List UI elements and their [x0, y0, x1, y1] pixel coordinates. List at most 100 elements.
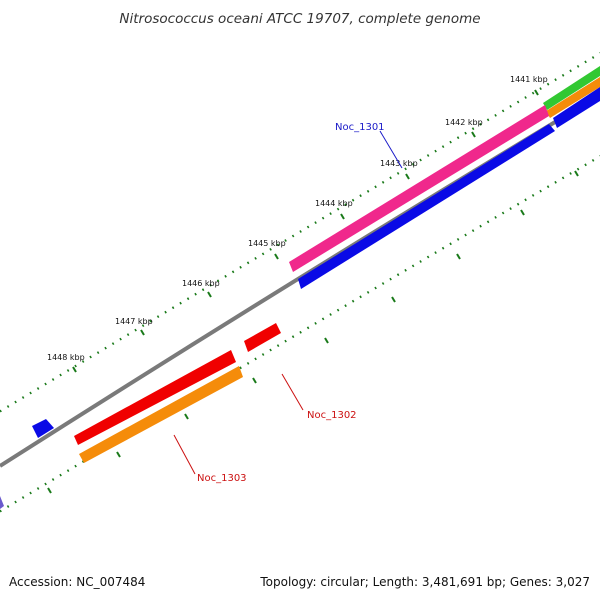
inner-dot-51 [381, 282, 385, 285]
outer-dot-1 [6, 405, 10, 408]
outer-dot-39 [291, 234, 295, 238]
inner-dot-50 [374, 286, 377, 290]
outer-dot-21 [156, 315, 160, 319]
inner-tick-7 [184, 413, 189, 420]
gene-red-long[interactable] [74, 350, 236, 445]
inner-dot-6 [44, 482, 47, 486]
inner-dot-61 [456, 237, 460, 241]
gene-label-noc-1302: Noc_1302 [307, 410, 357, 421]
outer-dot-47 [351, 198, 355, 202]
outer-dot-33 [246, 261, 250, 265]
gene-noc-1301-blue[interactable] [298, 124, 555, 289]
inner-dot-48 [359, 295, 362, 299]
outer-dot-10 [74, 364, 77, 368]
outer-dot-24 [179, 301, 182, 305]
outer-dot-69 [516, 100, 520, 104]
outer-dot-3 [21, 396, 25, 399]
leader-noc-1301 [379, 130, 403, 169]
outer-dot-57 [426, 154, 430, 157]
outer-dot-67 [501, 109, 505, 113]
inner-dot-66 [494, 215, 497, 219]
inner-dot-68 [509, 207, 512, 211]
inner-dot-10 [74, 464, 77, 468]
major-tick-1448 [72, 366, 77, 373]
inner-dot-76 [569, 172, 572, 175]
gene-green-partial[interactable] [543, 66, 600, 110]
outer-dot-50 [374, 185, 377, 189]
outer-dot-61 [456, 136, 460, 140]
major-tick-1446 [207, 291, 212, 298]
inner-tick-3 [456, 253, 461, 260]
outer-dot-26 [194, 292, 197, 296]
inner-dot-55 [411, 264, 415, 268]
tick-label-1447: 1447 kbp [115, 317, 153, 326]
outer-dot-68 [509, 104, 512, 108]
outer-dot-6 [44, 382, 47, 386]
gene-noc-1302-red[interactable] [244, 323, 281, 352]
outer-dot-12 [89, 355, 92, 359]
outer-dot-31 [231, 270, 235, 274]
outer-dot-78 [584, 60, 587, 64]
outer-dot-43 [321, 216, 325, 220]
outer-dot-44 [329, 212, 332, 216]
inner-dot-65 [486, 220, 490, 224]
gene-noc-1301-pink[interactable] [289, 105, 549, 272]
inner-dot-78 [584, 163, 587, 167]
outer-dot-8 [59, 373, 62, 377]
inner-dot-34 [254, 357, 257, 361]
inner-dot-57 [426, 255, 430, 259]
inner-dot-79 [591, 158, 595, 162]
inner-tick-2 [520, 209, 525, 216]
inner-dot-53 [396, 273, 400, 277]
inner-dot-37 [276, 344, 280, 348]
outer-dot-36 [269, 247, 272, 251]
outer-dot-54 [404, 167, 407, 171]
outer-dot-56 [419, 158, 422, 162]
gene-purple-partial[interactable] [0, 496, 4, 509]
inner-major-ticks [47, 170, 579, 494]
inner-dot-74 [554, 180, 557, 184]
outer-dot-5 [36, 387, 40, 390]
inner-dot-46 [344, 304, 347, 308]
major-tick-1447 [140, 329, 145, 336]
gene-noc-1303-orange[interactable] [79, 366, 243, 463]
major-tick-1442 [471, 131, 476, 138]
outer-dot-66 [494, 113, 497, 117]
inner-dot-44 [329, 313, 332, 316]
outer-dot-23 [171, 306, 175, 310]
tick-label-1444: 1444 kbp [315, 199, 353, 208]
outer-dot-13 [96, 351, 100, 355]
tick-label-1446: 1446 kbp [182, 279, 220, 288]
outer-dot-29 [216, 279, 220, 283]
inner-dot-72 [539, 189, 542, 193]
outer-dot-25 [186, 297, 190, 301]
inner-dot-42 [314, 321, 317, 325]
inner-dot-38 [284, 339, 287, 343]
gene-orange-partial[interactable] [546, 77, 600, 118]
outer-dot-35 [261, 252, 265, 256]
outer-dot-72 [539, 87, 542, 91]
gene-blue-small-left[interactable] [32, 419, 54, 438]
outer-dot-53 [396, 171, 400, 175]
outer-dot-64 [479, 122, 482, 126]
outer-dot-70 [524, 96, 527, 99]
major-ticks [72, 89, 539, 373]
outer-dot-40 [299, 230, 302, 233]
gene-label-noc-1303: Noc_1303 [197, 473, 247, 484]
inner-dot-60 [449, 242, 452, 246]
inner-tick-1 [574, 170, 579, 177]
inner-dot-63 [471, 229, 475, 233]
tick-label-1445: 1445 kbp [248, 239, 286, 248]
gene-blue-partial-top[interactable] [553, 87, 600, 128]
inner-dot-47 [351, 299, 355, 303]
gene-label-noc-1301: Noc_1301 [335, 122, 385, 133]
inner-dot-35 [261, 353, 265, 356]
outer-dot-60 [449, 140, 452, 144]
inner-dot-67 [501, 211, 505, 215]
outer-dot-28 [209, 283, 212, 287]
outer-dot-59 [441, 145, 445, 149]
outer-dot-51 [381, 180, 385, 184]
outer-dot-63 [471, 127, 475, 131]
outer-dot-32 [239, 265, 242, 269]
major-tick-1445 [274, 253, 279, 260]
